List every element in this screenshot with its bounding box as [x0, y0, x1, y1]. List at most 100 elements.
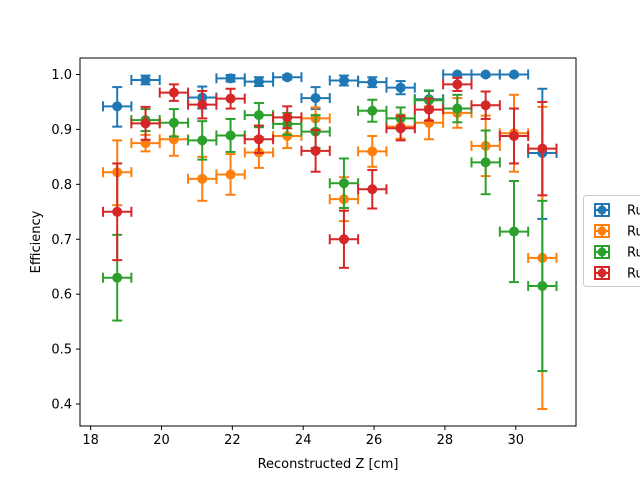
data-marker — [338, 234, 349, 245]
data-marker — [395, 123, 406, 134]
y-axis-label: Efficiency — [29, 210, 44, 273]
data-marker — [452, 79, 463, 90]
legend-label: Ru — [627, 225, 640, 240]
data-point — [527, 199, 558, 373]
data-point — [130, 105, 161, 141]
data-point — [272, 72, 303, 83]
data-marker — [197, 135, 208, 146]
series-group — [102, 76, 558, 269]
data-marker — [509, 226, 519, 237]
data-point — [102, 162, 133, 262]
data-marker — [367, 184, 378, 195]
data-point — [187, 120, 218, 161]
data-point — [102, 86, 133, 128]
x-tick-label: 22 — [224, 433, 241, 448]
data-marker — [367, 105, 378, 116]
data-marker — [310, 93, 321, 104]
data-marker — [225, 93, 236, 104]
data-marker — [509, 69, 519, 80]
y-tick-label: 0.7 — [51, 233, 72, 248]
x-tick-label: 24 — [295, 433, 312, 448]
data-point — [215, 73, 246, 84]
data-point — [498, 69, 530, 80]
data-point — [215, 153, 246, 196]
x-tick-label: 26 — [366, 433, 383, 448]
y-tick-label: 1.0 — [51, 68, 72, 83]
y-tick-label: 0.4 — [51, 398, 72, 413]
x-axis-label: Reconstructed Z [cm] — [258, 457, 399, 472]
x-axis-ticks: 18 20 22 24 26 28 30 — [82, 426, 524, 448]
legend-marker — [597, 205, 607, 215]
data-marker — [112, 272, 123, 283]
data-series — [102, 69, 558, 410]
data-marker — [282, 112, 293, 123]
data-marker — [140, 74, 151, 85]
legend-swatch-box — [594, 203, 610, 217]
data-point — [243, 76, 275, 88]
plot-frame — [79, 57, 577, 427]
legend-item: Ru — [594, 266, 640, 282]
data-point — [357, 134, 388, 168]
data-point — [328, 209, 360, 269]
data-marker — [423, 104, 434, 115]
x-tick-label: 30 — [507, 433, 524, 448]
data-marker — [338, 75, 349, 86]
data-marker — [282, 72, 293, 83]
legend-item: Ru — [594, 224, 640, 240]
legend-marker — [597, 268, 607, 278]
data-point — [357, 169, 388, 210]
data-point — [498, 180, 530, 284]
y-axis-ticks: 0.4 0.5 0.6 0.7 0.8 0.9 1.0 — [51, 68, 80, 413]
legend-frame — [583, 195, 640, 287]
data-point — [413, 97, 445, 122]
data-point — [498, 107, 530, 165]
data-point — [385, 80, 416, 96]
data-marker — [282, 130, 293, 141]
data-marker — [225, 169, 236, 180]
data-point — [187, 155, 218, 202]
data-marker — [480, 100, 491, 111]
data-point — [385, 115, 416, 142]
data-marker — [452, 103, 463, 114]
legend-swatch-box — [594, 245, 610, 259]
legend-label: Ru — [627, 204, 640, 219]
data-marker — [509, 130, 519, 141]
data-point — [300, 128, 331, 173]
x-tick-label: 28 — [437, 433, 454, 448]
data-marker — [537, 143, 548, 154]
data-point — [470, 90, 501, 120]
data-marker — [168, 117, 179, 128]
data-marker — [225, 130, 236, 141]
data-marker — [197, 99, 208, 110]
data-marker — [480, 157, 491, 168]
data-point — [158, 83, 190, 102]
data-marker — [367, 146, 378, 157]
y-tick-label: 0.6 — [51, 288, 72, 303]
data-point — [130, 74, 161, 86]
data-marker — [225, 73, 236, 84]
x-tick-label: 18 — [82, 433, 99, 448]
legend-item: Ru — [594, 245, 640, 261]
legend-swatch-box — [594, 266, 610, 280]
data-point — [215, 87, 246, 110]
data-marker — [112, 206, 123, 217]
legend-marker — [597, 226, 607, 236]
legend-label: Ru — [627, 246, 640, 261]
data-marker — [537, 280, 548, 291]
data-marker — [253, 76, 264, 87]
x-tick-label: 20 — [153, 433, 170, 448]
y-tick-label: 0.8 — [51, 178, 72, 193]
data-point — [272, 105, 303, 130]
legend: Ru Ru Ru Ru — [583, 195, 640, 287]
data-marker — [168, 87, 179, 98]
data-marker — [253, 110, 264, 121]
data-marker — [338, 178, 349, 189]
plot-area — [80, 58, 576, 426]
y-tick-label: 0.9 — [51, 123, 72, 138]
data-point — [243, 124, 275, 155]
legend-item: Ru — [594, 203, 640, 219]
data-marker — [310, 145, 321, 156]
data-marker — [197, 173, 208, 184]
data-point — [527, 100, 558, 197]
data-point — [442, 76, 473, 92]
